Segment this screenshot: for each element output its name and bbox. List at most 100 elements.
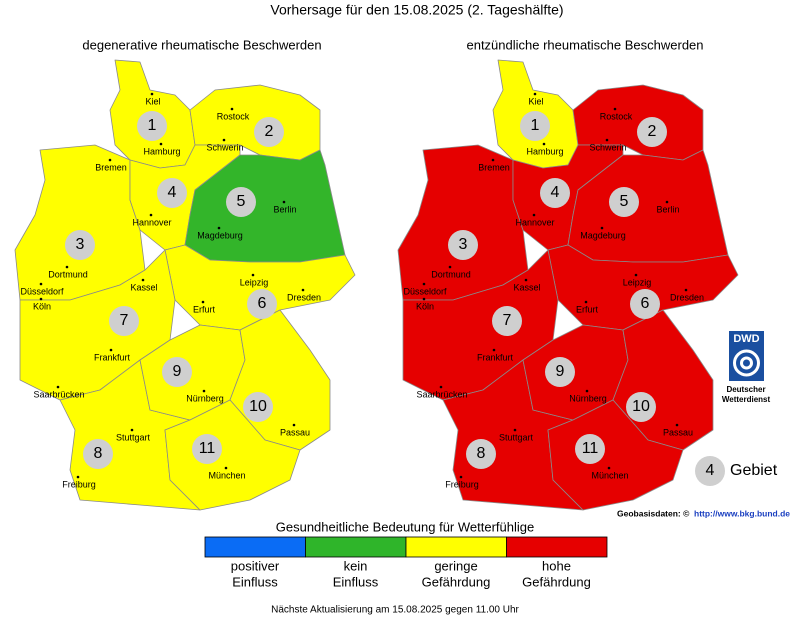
region-number: 7 [120,312,129,329]
city-label: Passau [280,427,310,437]
region-number: 11 [582,440,599,457]
city-label: Köln [33,301,51,311]
region-badge [630,289,660,319]
city-label: Frankfurt [477,352,514,362]
city-label: Leipzig [240,277,269,287]
legend-swatch [405,536,507,558]
region-badge [637,117,667,147]
region-badge [545,357,575,387]
footer: Nächste Aktualisierung am 15.08.2025 geg… [271,605,519,616]
city-dot [222,138,226,142]
city-dot [448,265,452,269]
legend-swatch [305,536,407,558]
city-label: Dortmund [431,269,471,279]
city-dot [684,288,688,292]
region-badge [192,434,222,464]
region-number: 1 [148,117,157,134]
legend-swatch [204,536,306,558]
region-number: 3 [76,236,85,253]
city-dot [665,200,669,204]
region-badge [83,439,113,469]
city-dot [109,348,113,352]
city-dot [491,158,495,162]
region-number: 2 [265,123,274,140]
city-dot [217,226,221,230]
city-dot [39,282,43,286]
city-label: Düsseldorf [20,286,64,296]
logo-box [729,331,764,381]
city-label: Kassel [130,282,157,292]
city-dot [600,226,604,230]
city-label: Düsseldorf [403,286,447,296]
legend-label: hohe [542,558,571,573]
city-label: Hannover [132,217,171,227]
region-badge [492,306,522,336]
city-dot [422,297,426,301]
map: degenerative rheumatische Beschwerden Kie… [14,37,356,511]
region-number: 4 [168,184,177,201]
legend-label: Einfluss [232,574,278,589]
region-badge [466,439,496,469]
city-dot [524,278,528,282]
city-label: Saarbrücken [33,389,84,399]
city-dot [56,385,60,389]
dwd-logo: DWD Deutscher Wetterdienst [722,331,770,404]
city-dot [202,389,206,393]
map: entzündliche rheumatische Beschwerden Kie… [397,37,739,511]
city-dot [532,213,536,217]
city-label: Rostock [217,111,250,121]
city-label: Köln [416,301,434,311]
city-dot [201,300,205,304]
region-badge [575,434,605,464]
city-dot [251,273,255,277]
region-number: 4 [551,184,560,201]
city-label: Saarbrücken [416,389,467,399]
region-number: 10 [632,398,650,415]
city-dot [65,265,69,269]
region [547,399,684,511]
page-title: Vorhersage für den 15.08.2025 (2. Tagesh… [270,2,563,18]
region-number: 8 [477,445,486,462]
city-label: Schwerin [206,142,243,152]
source-link[interactable]: http://www.bkg.bund.de [694,508,790,518]
key-label: Gebiet [730,462,778,479]
key-symbol: 4 [706,462,715,479]
source-text: Geobasisdaten: © [617,508,690,518]
region-badge [540,178,570,208]
city-dot [584,300,588,304]
region-badge [520,111,550,141]
region-number: 1 [531,117,540,134]
city-label: Nürnberg [186,393,224,403]
city-label: Berlin [656,204,679,214]
legend-label: Einfluss [333,574,379,589]
city-label: Hannover [515,217,554,227]
city-dot [607,466,611,470]
region-number: 6 [258,295,267,312]
city-dot [76,475,80,479]
region-badge [226,187,256,217]
city-label: Kassel [513,282,540,292]
legend-label: positiver [231,558,280,573]
legend-label: kein [344,558,368,573]
logo-line: Deutscher [726,385,765,394]
region-badge [609,187,639,217]
map-title: degenerative rheumatische Beschwerden [82,37,321,52]
city-dot [422,282,426,286]
region-number: 5 [237,193,246,210]
legend-swatch [506,536,608,558]
legend-label: Gefährdung [422,574,491,589]
city-label: Berlin [273,204,296,214]
region-number: 8 [94,445,103,462]
city-dot [39,297,43,301]
city-label: Hamburg [526,146,563,156]
city-label: Rostock [600,111,633,121]
city-dot [301,288,305,292]
city-label: Passau [663,427,693,437]
region-number: 3 [459,236,468,253]
region-number: 2 [648,123,657,140]
city-dot [159,142,163,146]
logo-abbr: DWD [733,333,759,345]
city-label: Schwerin [589,142,626,152]
city-label: Leipzig [623,277,652,287]
city-label: Stuttgart [499,432,534,442]
